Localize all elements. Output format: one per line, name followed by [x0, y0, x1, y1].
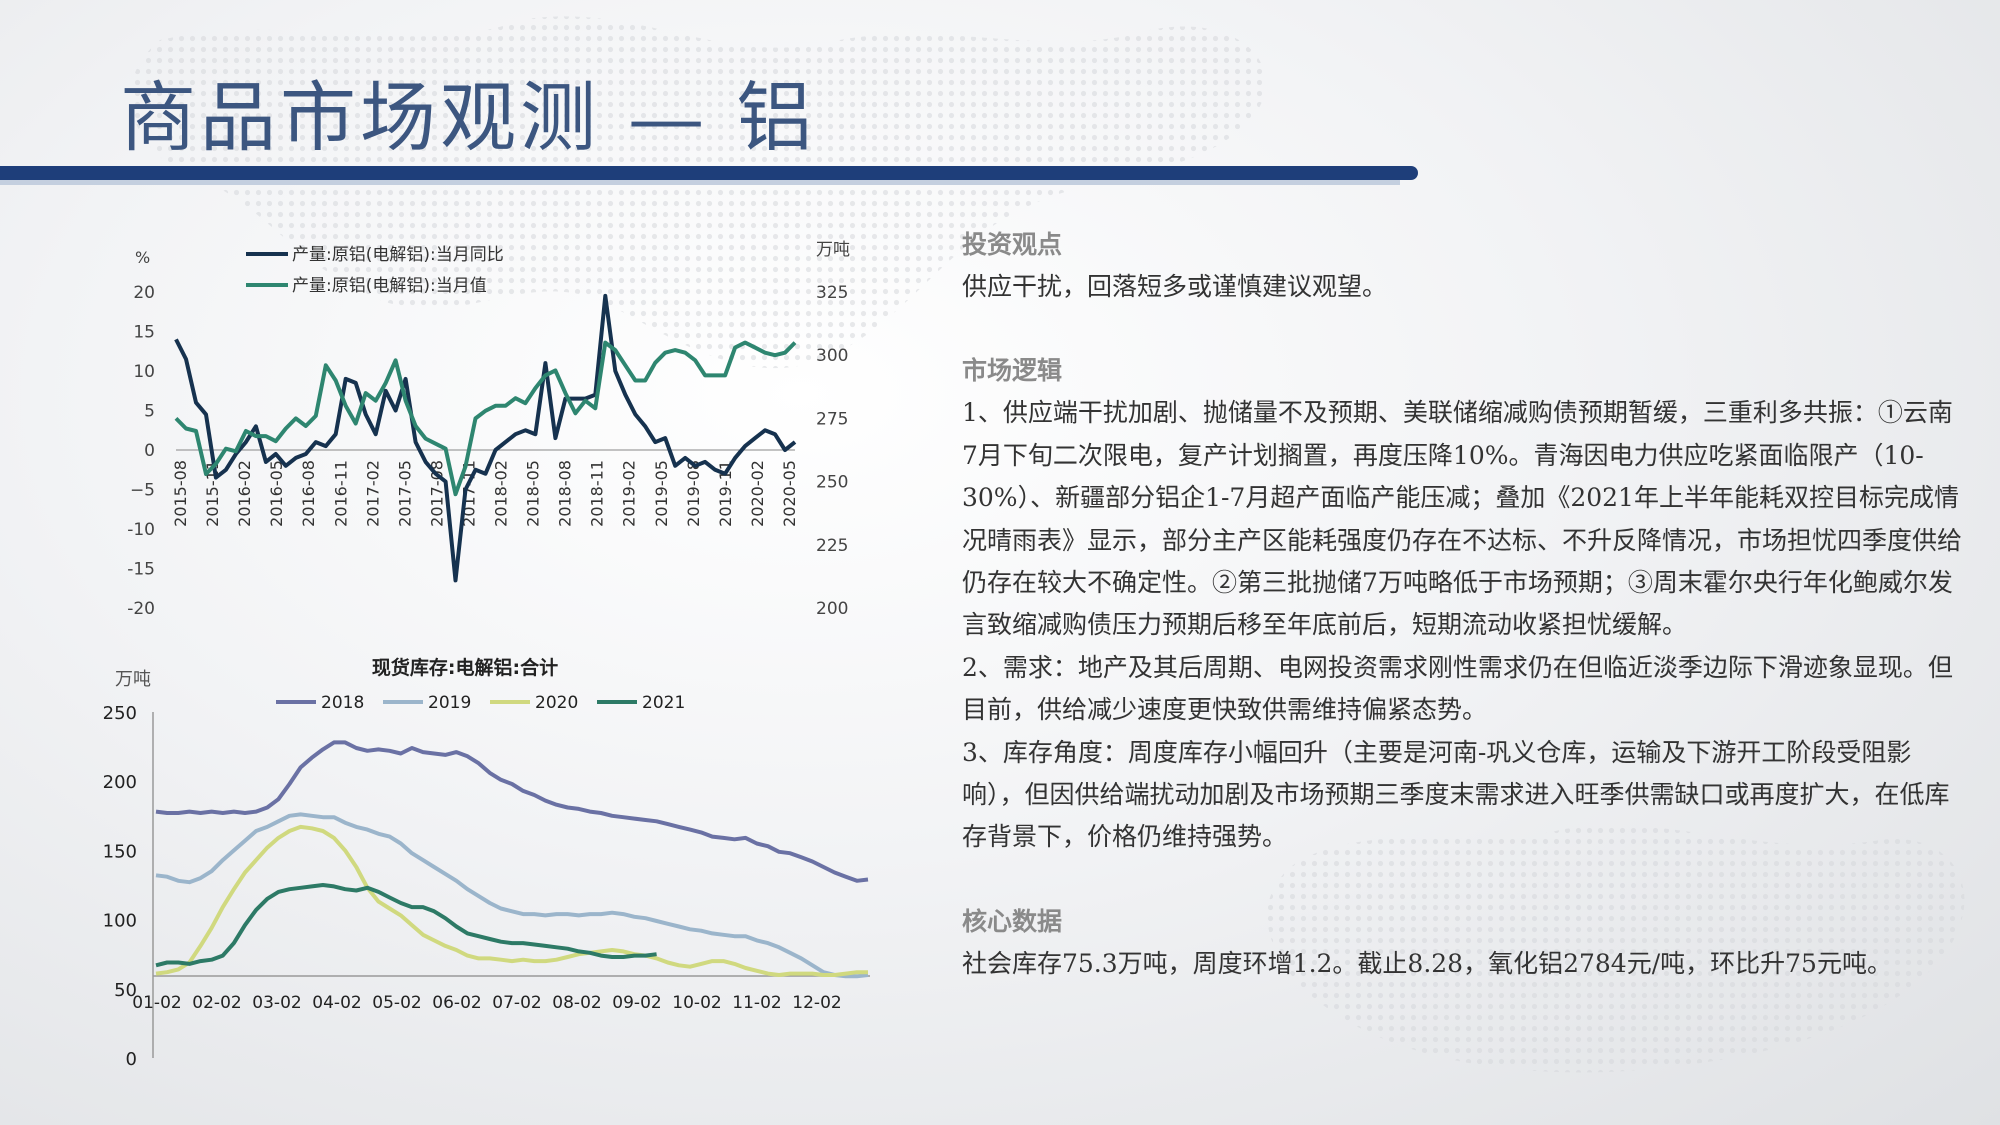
chart1-series — [174, 293, 797, 583]
chart2-x-tick-9: 10-02 — [672, 993, 721, 1013]
chart1-x-tick-10: 2018-02 — [492, 460, 511, 527]
chart2-legend-label-2: 2020 — [535, 693, 578, 713]
chart1-legend: 产量:原铝(电解铝):当月同比 产量:原铝(电解铝):当月值 — [246, 245, 504, 296]
chart2-y-tick-4: 50 — [114, 980, 137, 1001]
chart1-x-tick-2: 2016-02 — [235, 460, 254, 527]
chart1-series-line-1 — [174, 340, 797, 497]
chart1-right-tick-1: 300 — [816, 346, 848, 366]
chart1-left-tick-0: 20 — [133, 283, 155, 303]
chart1-left-tick-1: 15 — [133, 323, 155, 343]
chart2-series-line-2 — [155, 824, 868, 977]
chart2-y-tick-1: 200 — [103, 772, 137, 793]
chart1-left-tick-6: -10 — [127, 520, 155, 540]
chart1-left-tick-7: -15 — [127, 560, 155, 580]
chart2-series-line-0 — [155, 740, 869, 883]
chart2-legend-label-3: 2021 — [642, 693, 685, 713]
view-paragraph: 供应干扰，回落短多或谨慎建议观望。 — [962, 272, 1388, 301]
page-title: 商品市场观测 — 铝 — [120, 73, 817, 162]
chart2-x-tick-0: 01-02 — [132, 993, 181, 1013]
chart2-y-tick-0: 250 — [103, 703, 137, 724]
chart1-right-tick-3: 250 — [816, 473, 848, 493]
chart1-legend-label-1: 产量:原铝(电解铝):当月值 — [292, 276, 487, 296]
logic-paragraph-2: 2、需求：地产及其后周期、电网投资需求刚性需求仍在但临近淡季边际下滑迹象显现。但… — [962, 652, 1953, 725]
data-paragraph: 社会库存75.3万吨，周度环增1.2。截止8.28，氧化铝2784元/吨，环比升… — [962, 948, 1892, 978]
chart1-right-tick-2: 275 — [816, 409, 848, 429]
chart1-x-tick-16: 2019-08 — [684, 460, 703, 527]
chart1-x-tick-17: 2019-11 — [716, 460, 735, 527]
chart2-x-tick-8: 09-02 — [612, 993, 661, 1013]
section-heading-data: 核心数据 — [962, 906, 1063, 936]
chart1-x-tick-14: 2019-02 — [620, 460, 639, 527]
chart-inventory: 现货库存:电解铝:合计 万吨 250 200 150 100 50 0 01-02 02-0… — [103, 656, 870, 1070]
chart2-series — [155, 740, 869, 979]
chart1-x-tick-5: 2016-11 — [331, 460, 350, 527]
chart1-x-tick-3: 2016-05 — [267, 460, 286, 527]
chart1-x-tick-7: 2017-05 — [395, 460, 414, 527]
chart2-series-line-3 — [155, 883, 657, 968]
chart2-x-tick-5: 06-02 — [432, 993, 481, 1013]
chart2-x-tick-7: 08-02 — [552, 993, 601, 1013]
chart1-series-line-0 — [174, 293, 797, 583]
section-heading-view: 投资观点 — [962, 230, 1063, 259]
chart1-left-tick-5: −5 — [130, 481, 155, 501]
chart2-legend-label-0: 2018 — [321, 693, 364, 713]
chart2-x-tick-3: 04-02 — [312, 993, 361, 1013]
chart2-legend: 2018 2019 2020 2021 — [276, 693, 685, 713]
chart1-right-tick-4: 225 — [816, 536, 848, 556]
chart1-left-ticks: 20 15 10 5 0 −5 -10 -15 -20 — [127, 283, 155, 619]
chart2-title: 现货库存:电解铝:合计 — [372, 656, 558, 679]
chart-production: % 万吨 20 15 10 5 0 −5 -10 -15 -20 325 300 275 250 225… — [127, 240, 850, 619]
chart1-x-tick-12: 2018-08 — [556, 460, 575, 527]
logic-paragraph-3: 3、库存角度：周度库存小幅回升（主要是河南-巩义仓库，运输及下游开工阶段受阻影响… — [962, 737, 1950, 852]
chart1-x-tick-19: 2020-05 — [780, 460, 799, 527]
chart1-x-tick-18: 2020-02 — [748, 460, 767, 527]
chart2-x-tick-2: 03-02 — [252, 993, 301, 1013]
chart1-right-ticks: 325 300 275 250 225 200 — [816, 283, 848, 619]
chart1-x-tick-13: 2018-11 — [588, 460, 607, 527]
chart2-unit: 万吨 — [115, 669, 151, 690]
analysis-text-panel: 投资观点 供应干扰，回落短多或谨慎建议观望。 市场逻辑 1、供应端干扰加剧、抛储… — [962, 224, 1962, 985]
chart1-left-tick-3: 5 — [144, 402, 155, 422]
chart1-legend-label-0: 产量:原铝(电解铝):当月同比 — [292, 245, 504, 265]
chart1-x-tick-0: 2015-08 — [171, 460, 190, 527]
chart2-y-ticks: 250 200 150 100 50 0 — [103, 703, 137, 1070]
chart2-legend-label-1: 2019 — [428, 693, 471, 713]
chart2-x-tick-10: 11-02 — [732, 993, 781, 1013]
chart1-right-unit: 万吨 — [816, 240, 850, 260]
chart2-series-line-1 — [155, 812, 869, 979]
chart2-y-tick-5: 0 — [126, 1049, 137, 1070]
chart2-x-tick-4: 05-02 — [372, 993, 421, 1013]
chart1-x-tick-4: 2016-08 — [299, 460, 318, 527]
chart2-x-tick-6: 07-02 — [492, 993, 541, 1013]
chart1-x-tick-11: 2018-05 — [524, 460, 543, 527]
chart1-right-tick-5: 200 — [816, 599, 848, 619]
chart1-right-tick-0: 325 — [816, 283, 848, 303]
chart1-left-unit: % — [135, 248, 150, 267]
chart1-left-tick-4: 0 — [144, 441, 155, 461]
title-underline-bar — [0, 166, 1418, 180]
chart1-x-tick-15: 2019-05 — [652, 460, 671, 527]
chart2-x-tick-11: 12-02 — [792, 993, 841, 1013]
chart1-left-tick-8: -20 — [127, 599, 155, 619]
chart2-y-tick-2: 150 — [103, 841, 137, 862]
chart2-x-tick-1: 02-02 — [192, 993, 241, 1013]
chart1-x-tick-6: 2017-02 — [363, 460, 382, 527]
title-underline-accent — [0, 180, 1400, 185]
section-heading-logic: 市场逻辑 — [962, 356, 1063, 386]
chart1-left-tick-2: 10 — [133, 362, 155, 382]
chart2-x-ticks: 01-02 02-02 03-02 04-02 05-02 06-02 07-02 08-02… — [132, 993, 841, 1013]
logic-paragraph-1: 1、供应端干扰加剧、抛储量不及预期、美联储缩减购债预期暂缓，三重利多共振：①云南… — [962, 398, 1963, 640]
chart2-y-tick-3: 100 — [103, 911, 137, 932]
